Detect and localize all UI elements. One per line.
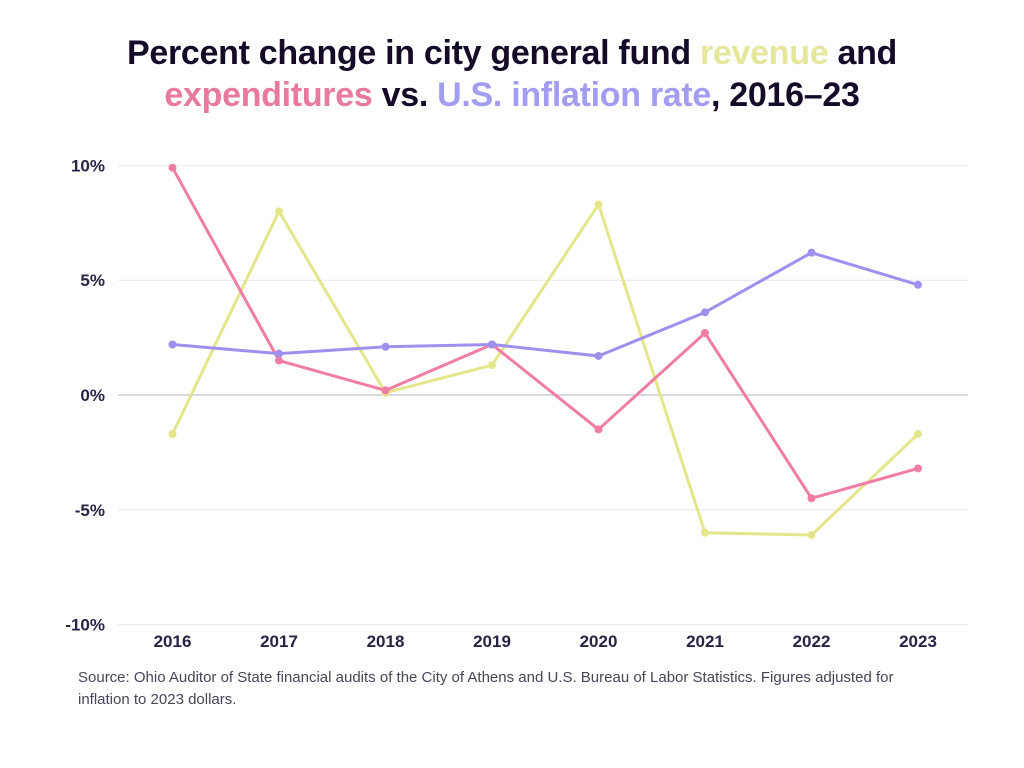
x-axis-tick-label: 2022 bbox=[793, 632, 831, 651]
data-point-revenue-2022 bbox=[807, 531, 816, 540]
title-segment-expenditures: expenditures bbox=[164, 76, 373, 114]
data-point-inflation-2017 bbox=[275, 349, 283, 358]
y-axis-tick-label: 0% bbox=[80, 386, 105, 405]
data-point-revenue-2020 bbox=[594, 200, 603, 209]
title-segment-revenue: revenue bbox=[700, 34, 829, 72]
data-point-inflation-2021 bbox=[701, 308, 709, 317]
series-line-inflation bbox=[171, 251, 920, 358]
title-segment-dark: and bbox=[828, 34, 898, 72]
data-point-revenue-2023 bbox=[914, 430, 922, 439]
y-axis-tick-label: 10% bbox=[71, 156, 105, 175]
data-point-expenditures-2020 bbox=[594, 425, 603, 434]
source-note: Source: Ohio Auditor of State financial … bbox=[78, 669, 894, 708]
title-segment-dark: Percent change in city general fund bbox=[126, 34, 700, 72]
y-axis-tick-label: -10% bbox=[65, 616, 105, 635]
data-point-revenue-2016 bbox=[168, 430, 177, 439]
x-axis-tick-label: 2019 bbox=[473, 632, 511, 651]
series-line-revenue bbox=[171, 202, 920, 537]
title-segment-dark: , 2016–23 bbox=[711, 76, 860, 114]
data-point-revenue-2019 bbox=[488, 361, 496, 370]
data-point-expenditures-2017 bbox=[275, 356, 283, 365]
title-segment-inflation: U.S. inflation rate bbox=[437, 76, 712, 114]
x-axis-tick-label: 2017 bbox=[260, 632, 298, 651]
data-point-expenditures-2022 bbox=[807, 494, 816, 503]
data-point-inflation-2022 bbox=[807, 248, 816, 257]
x-axis-tick-label: 2020 bbox=[580, 632, 618, 651]
data-point-inflation-2016 bbox=[168, 340, 177, 349]
data-point-revenue-2021 bbox=[701, 528, 709, 537]
y-axis-tick-label: -5% bbox=[75, 501, 105, 520]
data-point-inflation-2023 bbox=[914, 280, 922, 289]
data-point-expenditures-2016 bbox=[168, 163, 177, 172]
x-axis-tick-label: 2016 bbox=[154, 632, 192, 651]
data-point-expenditures-2021 bbox=[701, 329, 709, 338]
data-point-expenditures-2018 bbox=[381, 386, 390, 395]
series-line-expenditures bbox=[171, 166, 920, 500]
data-point-inflation-2019 bbox=[488, 340, 496, 349]
x-axis-tick-label: 2023 bbox=[899, 632, 937, 651]
chart-title: Percent change in city general fund reve… bbox=[0, 32, 1024, 116]
x-axis-tick-label: 2021 bbox=[686, 632, 724, 651]
title-segment-dark: vs. bbox=[372, 76, 438, 114]
data-point-expenditures-2023 bbox=[914, 464, 922, 473]
data-point-inflation-2020 bbox=[594, 351, 603, 360]
data-point-revenue-2017 bbox=[275, 207, 283, 216]
data-point-inflation-2018 bbox=[381, 342, 390, 351]
x-axis-tick-label: 2018 bbox=[367, 632, 405, 651]
y-axis-tick-label: 5% bbox=[80, 271, 105, 290]
